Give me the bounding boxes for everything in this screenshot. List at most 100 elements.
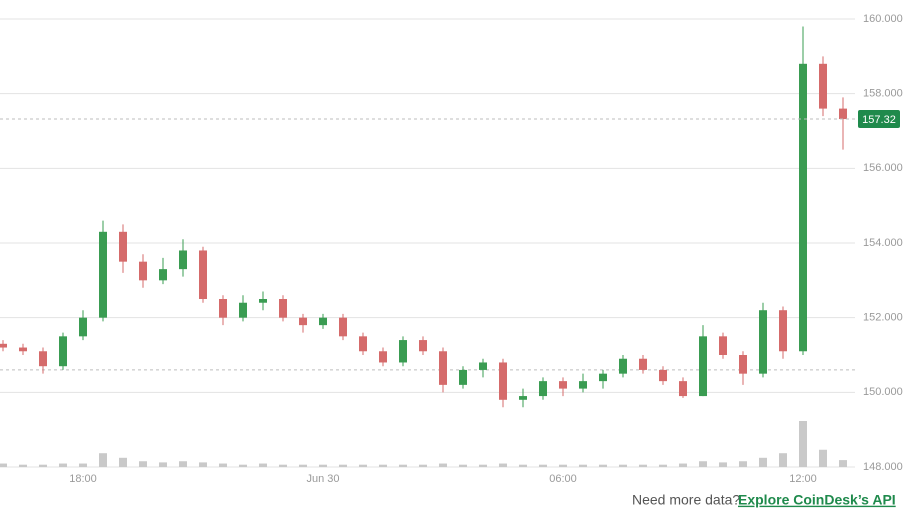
volume-bar [399, 464, 407, 467]
candle-body [299, 317, 307, 326]
volume-bar [299, 464, 307, 467]
candle-body [339, 317, 347, 337]
volume-bar [499, 463, 507, 467]
y-tick-label: 160.000 [863, 13, 903, 25]
x-tick-label: 18:00 [69, 473, 97, 485]
volume-bar [19, 464, 27, 467]
candle-body [839, 108, 847, 120]
volume-bar [139, 461, 147, 467]
candle-body [79, 317, 87, 337]
candle-body [459, 369, 467, 385]
price-tag-label: 157.32 [862, 114, 896, 126]
candle-body [19, 347, 27, 352]
volume-bar [559, 464, 567, 467]
candle-body [719, 336, 727, 355]
volume-bar [259, 463, 267, 467]
x-tick-label: 06:00 [549, 473, 577, 485]
y-tick-label: 152.000 [863, 312, 903, 324]
volume-bar [219, 463, 227, 467]
candle-body [499, 362, 507, 400]
candle-body [359, 336, 367, 352]
y-tick-label: 154.000 [863, 237, 903, 249]
candle-body [259, 299, 267, 303]
volume-bar [599, 464, 607, 467]
candle-body [699, 336, 707, 397]
volume-bar [99, 453, 107, 467]
candle-body [639, 358, 647, 370]
volume-bar [479, 464, 487, 467]
volume-bar [719, 462, 727, 467]
volume-bar [59, 463, 67, 467]
volume-bar [359, 464, 367, 467]
volume-bar [199, 462, 207, 467]
volume-bar [799, 421, 807, 467]
volume-bar [779, 453, 787, 467]
plot: 148.000 150.000 152.000 154.000 156.000 158.0… [0, 13, 903, 485]
candle-body [479, 362, 487, 370]
volume-bar [579, 464, 587, 467]
candle-body [159, 269, 167, 281]
candle-body [119, 231, 127, 262]
x-tick-label: 12:00 [789, 473, 817, 485]
volume-bar [619, 464, 627, 467]
volume-bar [419, 464, 427, 467]
candle-body [279, 299, 287, 318]
volume-bar [0, 463, 7, 467]
volume-bar [239, 464, 247, 467]
y-tick-label: 148.000 [863, 461, 903, 473]
volume-bar [739, 461, 747, 467]
x-tick-label: Jun 30 [306, 473, 339, 485]
volume-bar [459, 464, 467, 467]
volume-bar [519, 464, 527, 467]
candle-body [199, 250, 207, 299]
candle-body [519, 396, 527, 400]
candle-body [759, 310, 767, 374]
candle-body [59, 336, 67, 367]
candle-body [539, 381, 547, 397]
candle-body [99, 231, 107, 318]
candle-body [559, 381, 567, 389]
volume-bar [279, 464, 287, 467]
candle-body [399, 340, 407, 363]
volume-bar [159, 462, 167, 467]
candle-body [599, 373, 607, 382]
candle-body [619, 358, 627, 374]
candle-body [439, 351, 447, 385]
candle-body [179, 250, 187, 270]
footer-prompt: Need more data? [632, 492, 740, 508]
volume-bar [759, 457, 767, 467]
volume-bar [439, 463, 447, 467]
candle-body [0, 343, 7, 348]
volume-bar [679, 463, 687, 467]
volume-bar [659, 464, 667, 467]
candle-body [379, 351, 387, 363]
candle-body [739, 355, 747, 374]
volume-bar [839, 460, 847, 467]
candle-body [779, 310, 787, 352]
candle-body [659, 369, 667, 382]
y-tick-label: 156.000 [863, 162, 903, 174]
volume-bar [119, 457, 127, 467]
candle-body [139, 261, 147, 281]
volume-bar [39, 464, 47, 467]
y-tick-label: 158.000 [863, 88, 903, 100]
candle-body [419, 340, 427, 352]
candle-body [39, 351, 47, 367]
volume-bar [319, 464, 327, 467]
footer-link[interactable]: Explore CoinDesk’s API [738, 492, 896, 508]
y-tick-label: 150.000 [863, 386, 903, 398]
volume-bar [639, 464, 647, 467]
price-tag [858, 110, 900, 129]
candle-body [319, 317, 327, 326]
volume-bar [699, 461, 707, 467]
volume-bar [379, 464, 387, 467]
candle-body [239, 302, 247, 318]
volume-bar [819, 449, 827, 467]
candle-body [679, 381, 687, 397]
candle-body [819, 63, 827, 109]
candle-body [579, 381, 587, 389]
candle-body [799, 63, 807, 352]
volume-bar [179, 461, 187, 467]
